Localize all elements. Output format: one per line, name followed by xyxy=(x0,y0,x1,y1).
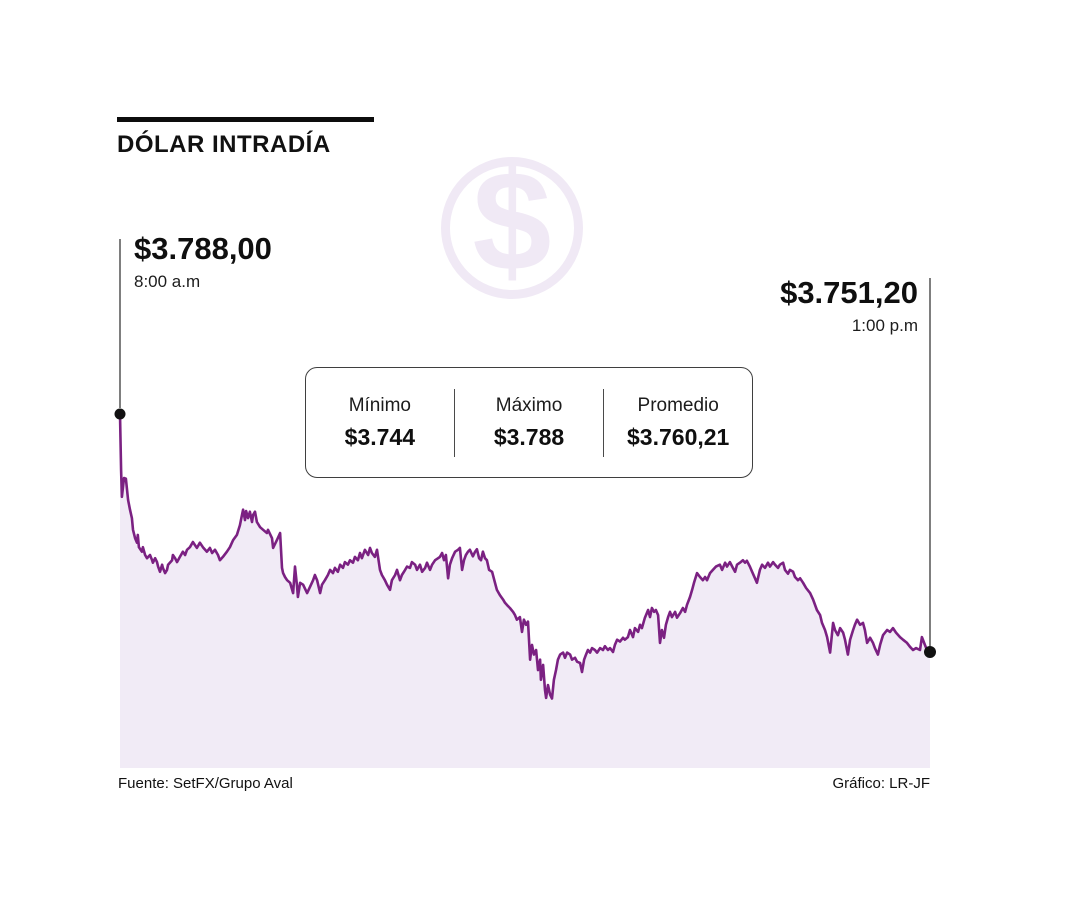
close-time: 1:00 p.m xyxy=(851,315,918,335)
dollar-coin-icon: $ xyxy=(441,151,583,299)
stat-minimum: Mínimo $3.744 xyxy=(306,395,454,451)
stat-maximum-value: $3.788 xyxy=(493,423,565,450)
stat-maximum: Máximo $3.788 xyxy=(455,395,603,451)
open-price-annotation: $3.788,00 8:00 a.m xyxy=(134,231,272,292)
stat-average: Promedio $3.760,21 xyxy=(604,395,752,451)
stat-minimum-label: Mínimo xyxy=(348,394,411,416)
stat-average-label: Promedio xyxy=(637,394,719,416)
stat-minimum-value: $3.744 xyxy=(344,423,416,450)
chart-area-fill xyxy=(120,414,930,768)
dollar-sign-glyph: $ xyxy=(472,142,552,301)
stat-average-value: $3.760,21 xyxy=(627,423,730,450)
close-price-annotation: $3.751,20 1:00 p.m xyxy=(780,275,918,336)
graphic-credit: Gráfico: LR-JF xyxy=(832,775,930,792)
stats-summary-box: Mínimo $3.744 Máximo $3.788 Promedio $3.… xyxy=(305,367,753,478)
stat-maximum-label: Máximo xyxy=(495,394,563,416)
page-title: DÓLAR INTRADÍA xyxy=(117,131,331,158)
close-price: $3.751,20 xyxy=(780,275,918,310)
title-accent-bar xyxy=(117,117,374,122)
open-time: 8:00 a.m xyxy=(134,271,201,291)
end-point-dot xyxy=(924,645,936,658)
source-credit: Fuente: SetFX/Grupo Aval xyxy=(118,775,293,792)
chart-line xyxy=(118,412,932,700)
stats-divider xyxy=(453,388,456,457)
stats-divider xyxy=(602,388,605,457)
open-price: $3.788,00 xyxy=(134,231,272,266)
start-point-dot xyxy=(114,408,126,420)
